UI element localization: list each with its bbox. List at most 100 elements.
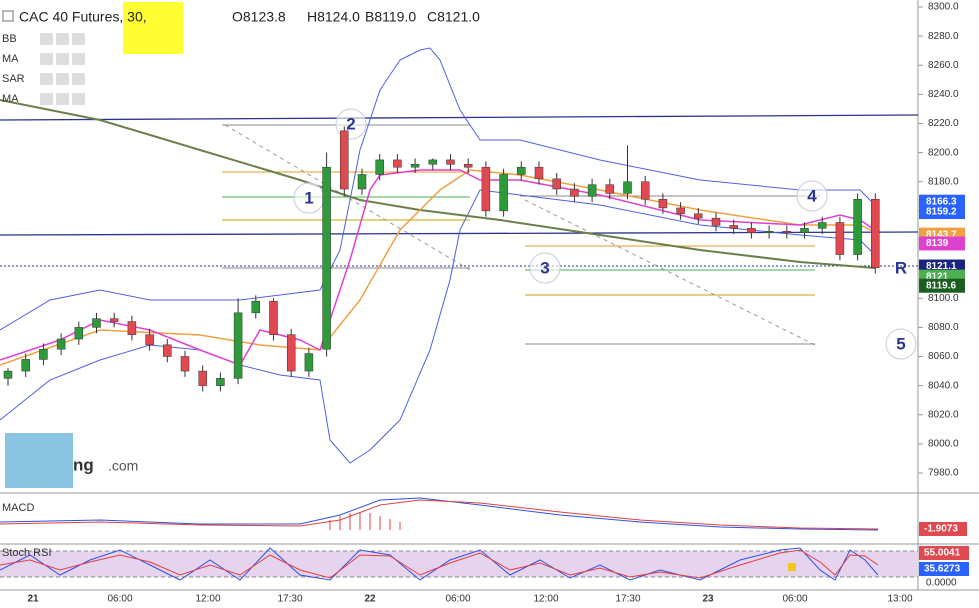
indicator-label[interactable]: MA — [2, 93, 19, 105]
wave-label: 3 — [540, 258, 549, 277]
y-tick-label: 8280.0 — [928, 31, 959, 42]
y-tick-label: 8040.0 — [928, 380, 959, 391]
x-tick-label: 17:30 — [615, 594, 640, 605]
candle-body — [517, 166, 526, 175]
y-tick-label: 8100.0 — [928, 293, 959, 304]
x-tick-label: 06:00 — [445, 594, 470, 605]
ohlc-open: O8123.8 — [232, 9, 286, 25]
indicator-button[interactable] — [72, 33, 85, 45]
wave-circle — [796, 180, 828, 212]
candle-body — [127, 321, 137, 335]
logo-domain: .com — [108, 458, 138, 474]
x-tick-label: 21 — [27, 594, 39, 605]
indicator-label[interactable]: MACD — [2, 502, 34, 514]
candles — [3, 126, 880, 392]
indicator-button[interactable] — [56, 33, 69, 45]
x-tick-label: 12:00 — [533, 594, 558, 605]
stoch-k-value: 55.0041 — [924, 548, 961, 559]
indicator-button[interactable] — [40, 53, 53, 65]
candle-body — [534, 166, 544, 180]
candle-body — [570, 188, 579, 197]
price-axis: 8300.0 8280.0 8260.0 8240.0 8220.0 8200.0 8180… — [918, 2, 969, 589]
candle-body — [782, 231, 792, 233]
indicator-list: BB MA SAR MA — [2, 33, 85, 105]
candle-body — [233, 312, 243, 379]
candle-body — [39, 348, 48, 360]
candle-body — [446, 159, 455, 165]
candle-body — [216, 378, 225, 386]
candle-body — [145, 334, 154, 346]
indicator-button[interactable] — [40, 73, 53, 85]
candle-body — [463, 164, 473, 168]
indicator-label[interactable]: Stoch RSI — [2, 547, 52, 559]
bollinger-lower — [0, 189, 876, 464]
indicator-button[interactable] — [72, 93, 85, 105]
candle-body — [251, 300, 261, 314]
stoch-d-value: 35.6273 — [924, 564, 961, 575]
wave-label: 5 — [896, 334, 905, 353]
x-tick-label: 06:00 — [782, 594, 807, 605]
y-tick-label: 7980.0 — [928, 468, 959, 479]
wave-label: 4 — [807, 186, 817, 205]
indicator-label[interactable]: SAR — [2, 73, 25, 85]
macd-signal — [0, 499, 879, 530]
candle-body — [109, 318, 119, 322]
wave-circle — [529, 252, 561, 284]
candle-body — [304, 353, 314, 372]
indicator-button[interactable] — [56, 53, 69, 65]
macd-histogram — [329, 512, 401, 530]
candle-body — [428, 159, 438, 165]
wave-label: R — [895, 258, 907, 277]
candle-body — [817, 222, 827, 229]
ohlc-bid: B8119.0 — [365, 9, 416, 25]
symbol-highlight — [123, 2, 183, 54]
candle-body — [74, 327, 84, 340]
indicator-label[interactable]: BB — [2, 33, 17, 45]
candle-body — [853, 198, 862, 255]
y-tick-label: 8300.0 — [928, 2, 959, 13]
stoch-tag — [919, 562, 969, 576]
x-tick-label: 13:00 — [887, 594, 912, 605]
price-tag — [919, 205, 965, 220]
time-axis: 21 06:00 12:00 17:30 22 06:00 12:00 17:30 23 06:0… — [27, 594, 913, 605]
indicator-button[interactable] — [40, 33, 53, 45]
bollinger-upper — [0, 47, 876, 331]
candle-body — [729, 225, 738, 229]
price-tag-label: 8166.3 — [926, 196, 957, 207]
symbol-title[interactable]: CAC 40 Futures, 30, — [19, 9, 147, 25]
y-tick-label: 8020.0 — [928, 409, 959, 420]
ohlc-high: H8124.0 — [307, 9, 360, 25]
x-tick-label: 17:30 — [277, 594, 302, 605]
candle-body — [286, 334, 296, 372]
y-tick-label: 8240.0 — [928, 89, 959, 100]
macd-value: -1.9073 — [924, 524, 958, 535]
candle-body — [481, 166, 491, 212]
candle-body — [835, 222, 845, 255]
candle-body — [694, 213, 703, 219]
candle-body — [198, 370, 207, 386]
candle-body — [56, 338, 66, 350]
y-tick-label: 8060.0 — [928, 351, 959, 362]
price-tag-label: 8159.2 — [926, 207, 957, 218]
logo-icon — [5, 433, 73, 488]
stoch-band — [0, 551, 918, 577]
price-tag — [919, 236, 965, 251]
candle-body — [587, 184, 597, 197]
y-tick-label: 8180.0 — [928, 176, 959, 187]
indicator-label[interactable]: MA — [2, 53, 19, 65]
collapse-icon[interactable] — [2, 10, 14, 22]
indicator-button[interactable] — [56, 93, 69, 105]
indicator-button[interactable] — [56, 73, 69, 85]
indicator-button[interactable] — [72, 53, 85, 65]
y-tick-label: 8000.0 — [928, 439, 959, 450]
stoch-tag — [919, 546, 969, 560]
logo-text: ng — [73, 455, 94, 474]
indicator-button[interactable] — [72, 73, 85, 85]
candle-body — [163, 344, 172, 357]
indicator-button[interactable] — [40, 93, 53, 105]
candle-body — [871, 198, 880, 268]
y-tick-label: 8220.0 — [928, 118, 959, 129]
candle-body — [410, 164, 420, 168]
